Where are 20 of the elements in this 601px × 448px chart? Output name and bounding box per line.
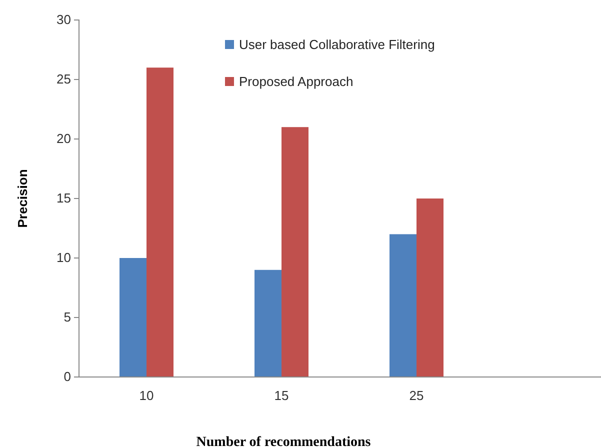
x-tick-label: 15 [274,388,289,404]
y-tick-label: 0 [64,369,71,384]
bar [390,234,416,377]
y-tick-label: 5 [64,310,71,325]
x-axis-title: Number of recommendations [196,435,372,448]
y-tick-label: 25 [56,72,71,87]
legend-label: User based Collaborative Filtering [239,37,435,52]
y-axis-title: Precision [15,169,30,228]
bar [254,270,282,377]
y-tick-label: 10 [56,250,71,266]
bar [416,198,444,377]
y-tick-label: 30 [56,12,71,28]
y-tick-label: 20 [56,131,71,146]
legend-label: Proposed Approach [239,74,354,89]
x-tick-label: 25 [409,388,424,404]
x-tick-label: 10 [139,388,154,404]
y-tick-label: 15 [56,190,71,206]
bar [282,127,308,377]
bar [146,68,174,377]
bar [120,258,146,377]
